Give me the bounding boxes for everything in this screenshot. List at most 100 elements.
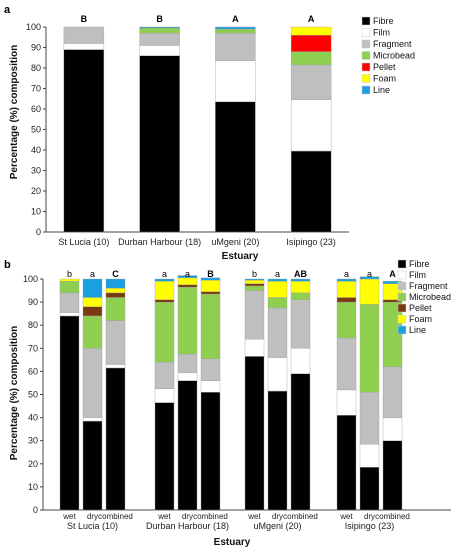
panel-b-significance-letter: a	[185, 269, 190, 279]
panel-a-category-label: uMgeni (20)	[211, 237, 259, 247]
panel-b-group-4-wet-segment-line	[336, 278, 357, 282]
panel-b-subcategory-label: wet	[339, 512, 353, 521]
panel-a-significance-letter: B	[156, 14, 163, 24]
panel-a-bar-4-segment-fibre	[290, 150, 332, 233]
panel-b-subcategory-label: dry	[87, 512, 98, 521]
panel-b-group-1-dry-segment-line	[82, 278, 103, 298]
legend-swatch-pellet	[361, 62, 371, 72]
legend-label-fibre: Fibre	[373, 16, 394, 26]
panel-b-group-1-wet-segment-fragment	[59, 292, 80, 313]
panel-a-y-tick-label: 0	[36, 227, 41, 237]
panel-b-group-2-combined-segment-foam	[200, 279, 221, 292]
panel-b-group-2-dry-segment-fragment	[177, 353, 198, 373]
panel-b-group-4-dry-segment-line	[359, 276, 380, 280]
legend-swatch-microbead	[397, 292, 407, 302]
panel-b-group-1-dry-segment-film	[82, 417, 103, 422]
panel-a-bar-2-segment-fibre	[139, 55, 180, 233]
legend-swatch-film	[397, 270, 407, 280]
panel-b-group-4-combined-segment-fibre	[382, 440, 403, 511]
legend-label-line: Line	[409, 325, 426, 335]
panel-b-y-tick-label: 40	[28, 413, 38, 423]
legend-swatch-line	[397, 325, 407, 335]
panel-a-bar-4-segment-foam	[290, 26, 332, 36]
panel-b-group-2-wet-segment-film	[154, 388, 175, 403]
panel-b-y-tick-label: 30	[28, 436, 38, 446]
panel-b-group-label: Durban Harbour (18)	[146, 521, 229, 531]
panel-b-group-4-wet-segment-pellet	[336, 297, 357, 303]
legend-label-microbead: Microbead	[409, 292, 451, 302]
panel-b-significance-letter: a	[162, 269, 167, 279]
panel-b-y-tick-label: 80	[28, 320, 38, 330]
panel-a-bar-1-segment-fibre	[63, 49, 105, 233]
panel-b-group-4-combined-segment-fragment	[382, 366, 403, 418]
panel-b-group-4-wet-segment-fibre	[336, 415, 357, 511]
panel-a-y-tick-label: 10	[31, 207, 41, 217]
legend-label-film: Film	[409, 270, 426, 280]
panel-b-group-2-combined-segment-fibre	[200, 391, 221, 511]
panel-a-x-axis-label: Estuary	[222, 251, 259, 262]
legend-label-pellet: Pellet	[373, 62, 396, 72]
legend-label-foam: Foam	[373, 74, 396, 84]
legend-swatch-fibre	[361, 16, 371, 26]
panel-a-bar-3-segment-fibre	[215, 101, 256, 233]
panel-b-group-2-wet-segment-microbead	[154, 301, 175, 363]
legend-swatch-foam	[397, 314, 407, 324]
panel-b-group-3-dry-segment-fragment	[267, 307, 288, 358]
panel-a-label: a	[4, 4, 11, 16]
panel-a-category-label: St Lucia (10)	[58, 237, 109, 247]
panel-b-group-1-combined-segment-line	[105, 278, 126, 289]
legend-swatch-fragment	[397, 281, 407, 291]
panel-b-group-1-wet-segment-microbead	[59, 281, 80, 294]
panel-a-plot: 0 10 20 30 40 50 60 70 80 90 100 St Lucia (10) B Durb…	[26, 14, 349, 247]
panel-a-bar-3-segment-microbead	[215, 28, 256, 34]
panel-b-group-4-dry-segment-microbead	[359, 304, 380, 393]
panel-b-subcategory-label: dry	[182, 512, 193, 521]
panel-b-significance-letter: B	[207, 269, 214, 279]
panel-b-group-3-wet-segment-film	[244, 338, 265, 357]
panel-a-bar-2-segment-film	[139, 45, 180, 56]
panel-b-group-2-wet-segment-fragment	[154, 361, 175, 389]
panel-a-bar-3-segment-film	[215, 60, 256, 103]
panel-b-significance-letter: A	[389, 269, 396, 279]
panel-b-group-3-wet-segment-microbead	[244, 285, 265, 291]
panel-b-significance-letter: a	[90, 269, 95, 279]
panel-a-bar-2-segment-fragment	[139, 32, 180, 46]
panel-a-bar-1-segment-film	[63, 43, 105, 50]
panel-a-y-tick-label: 40	[31, 145, 41, 155]
panel-b-group-3-wet-segment-fragment	[244, 290, 265, 340]
panel-b-group-3-combined-segment-microbead	[290, 292, 311, 300]
panel-b-group-4-dry-segment-foam	[359, 278, 380, 305]
panel-b-y-tick-label: 70	[28, 343, 38, 353]
panel-b-y-tick-label: 100	[23, 274, 38, 284]
panel-a-bar-4-segment-pellet	[290, 35, 332, 52]
panel-b-y-tick-label: 90	[28, 297, 38, 307]
panel-b-subcategory-label: wet	[62, 512, 76, 521]
panel-b-group-4-wet-segment-foam	[336, 281, 357, 298]
panel-b-group-1-wet-segment-foam	[59, 278, 80, 282]
legend-swatch-line	[361, 85, 371, 95]
panel-a-significance-letter: A	[308, 14, 315, 24]
panel-b-subcategory-label: combined	[98, 512, 133, 521]
panel-b-subcategory-label: wet	[247, 512, 261, 521]
legend-label-fragment: Fragment	[409, 281, 448, 291]
legend-label-film: Film	[373, 28, 390, 38]
panel-b-group-1-dry-segment-foam	[82, 297, 103, 307]
panel-b-group-1-combined-segment-fibre	[105, 367, 126, 511]
panel-b-group-2-wet-segment-line	[154, 278, 175, 282]
panel-b-group-3-dry-segment-film	[267, 357, 288, 392]
panel-b-group-2-combined-segment-pellet	[200, 291, 221, 295]
panel-b-significance-letter: AB	[294, 269, 307, 279]
panel-b-group-1-wet-segment-fibre	[59, 315, 80, 511]
panel-b-group-2-dry-segment-fibre	[177, 380, 198, 511]
legend-label-line: Line	[373, 85, 390, 95]
panel-b-group-2-combined-segment-line	[200, 277, 221, 281]
legend-swatch-foam	[361, 74, 371, 83]
panel-a-bar-2-segment-microbead	[139, 27, 180, 34]
panel-b-group-4-dry-segment-fragment	[359, 391, 380, 445]
panel-b-y-tick-label: 20	[28, 459, 38, 469]
panel-b-group-1-dry-segment-pellet	[82, 306, 103, 317]
panel-a-bar-4-segment-fragment	[290, 64, 332, 100]
